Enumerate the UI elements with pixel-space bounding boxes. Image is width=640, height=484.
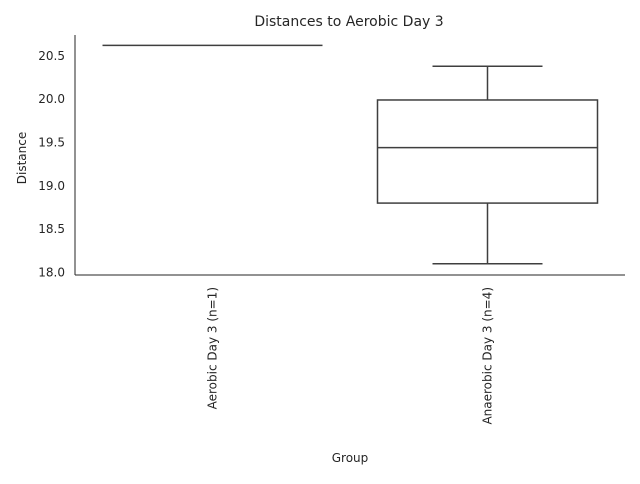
chart-title: Distances to Aerobic Day 3 xyxy=(254,14,443,30)
y-ticks-group: 18.0 18.5 19.0 19.5 20.0 20.5 xyxy=(38,49,65,280)
x-tick-label: Aerobic Day 3 (n=1) xyxy=(206,287,220,409)
box-plot-item xyxy=(376,65,599,265)
y-axis-label: Distance xyxy=(15,132,29,184)
boxes-group xyxy=(102,44,599,265)
iqr-box xyxy=(376,99,599,204)
x-axis-label: Group xyxy=(332,451,369,465)
x-tick-label: Anaerobic Day 3 (n=4) xyxy=(481,287,495,425)
x-ticks-group: Aerobic Day 3 (n=1) Anaerobic Day 3 (n=4) xyxy=(206,287,495,425)
y-tick-label: 18.5 xyxy=(38,222,65,236)
y-tick-label: 20.5 xyxy=(38,49,65,63)
y-tick-label: 19.0 xyxy=(38,179,65,193)
y-tick-label: 19.5 xyxy=(38,135,65,149)
y-tick-label: 18.0 xyxy=(38,265,65,279)
y-tick-label: 20.0 xyxy=(38,92,65,106)
